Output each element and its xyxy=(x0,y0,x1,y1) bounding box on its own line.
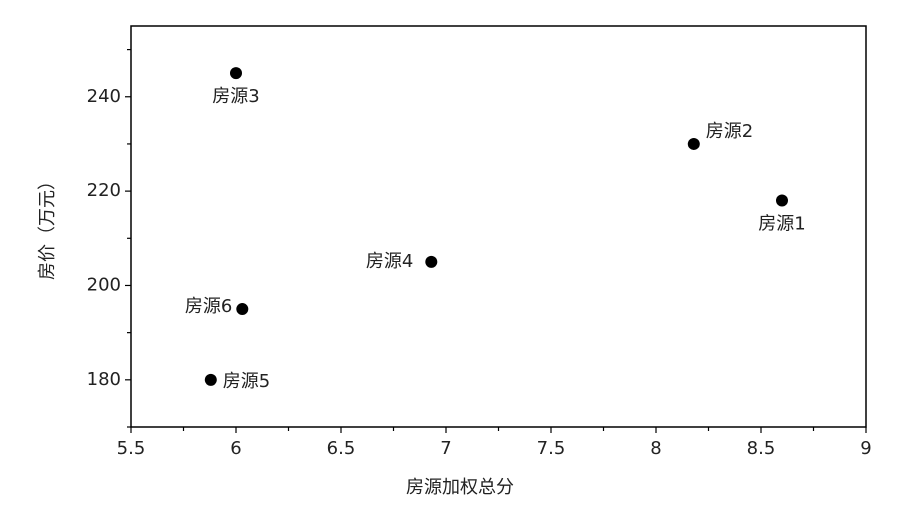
y-tick-label: 220 xyxy=(87,180,121,201)
y-tick-label: 240 xyxy=(87,86,121,107)
point xyxy=(425,255,438,268)
x-tick-label: 8.5 xyxy=(747,438,776,459)
point xyxy=(776,194,788,207)
point-label: 房源3 xyxy=(212,86,259,107)
point xyxy=(687,137,700,150)
y-axis-label: 房价（万元） xyxy=(37,172,58,280)
x-tick-label: 8 xyxy=(650,438,661,459)
point xyxy=(230,67,242,80)
point-label: 房源4 xyxy=(366,251,413,272)
x-tick-label: 7 xyxy=(440,438,451,459)
point-label: 房源5 xyxy=(223,371,270,392)
x-tick-label: 7.5 xyxy=(537,438,566,459)
point-label: 房源2 xyxy=(706,121,753,142)
point xyxy=(204,373,217,386)
x-tick-label: 5.5 xyxy=(117,438,146,459)
x-tick-label: 6.5 xyxy=(327,438,356,459)
point-label: 房源6 xyxy=(185,296,232,317)
point-label: 房源1 xyxy=(758,214,805,235)
x-tick-label: 6 xyxy=(230,438,241,459)
point xyxy=(236,303,249,316)
x-axis-label: 房源加权总分 xyxy=(406,477,514,498)
y-tick-label: 180 xyxy=(87,369,121,390)
y-tick-label: 200 xyxy=(87,274,121,295)
x-tick-label: 9 xyxy=(860,438,871,459)
